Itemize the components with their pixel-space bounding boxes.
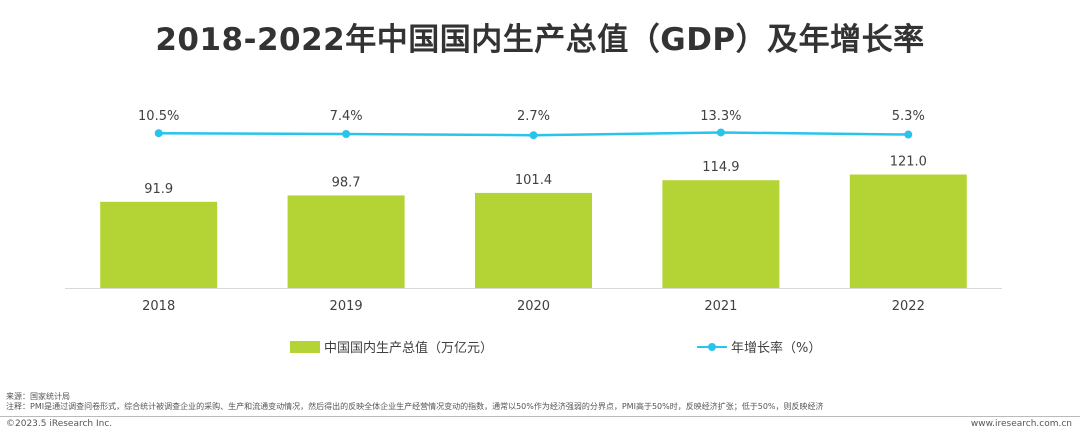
gdp-bar — [662, 180, 780, 288]
legend-bar-swatch — [290, 340, 320, 353]
x-tick-label: 2018 — [142, 299, 175, 314]
x-tick-label: 2022 — [892, 299, 925, 314]
growth-rate-point — [904, 130, 913, 139]
x-tick-label: 2019 — [330, 299, 363, 314]
source-text: 来源：国家统计局 — [6, 392, 70, 401]
growth-rate-point — [529, 131, 538, 140]
growth-rate-label: 2.7% — [517, 109, 550, 124]
growth-rate-label: 13.3% — [700, 109, 741, 124]
footer-divider — [0, 416, 1080, 417]
gdp-bar — [100, 201, 218, 288]
website-text: www.iresearch.com.cn — [970, 419, 1072, 429]
legend-line-swatch — [697, 341, 727, 353]
x-tick-label: 2020 — [517, 299, 550, 314]
bar-value-label: 101.4 — [515, 173, 552, 188]
gdp-chart: 91.9 2018 98.7 2019 101.4 2020 114.9 2021 121.0 2… — [65, 109, 1002, 314]
growth-rate-point — [716, 128, 725, 137]
growth-rate-point — [342, 129, 351, 138]
legend-item-gdp: 中国国内生产总值（万亿元） — [290, 337, 493, 356]
gdp-bar — [475, 192, 592, 288]
copyright-text: ©2023.5 iResearch Inc. — [6, 419, 113, 429]
growth-rate-label: 5.3% — [892, 109, 925, 124]
bar-value-label: 98.7 — [332, 175, 361, 190]
gdp-bar — [287, 195, 405, 288]
x-tick-label: 2021 — [704, 299, 737, 314]
growth-rate-label: 7.4% — [330, 109, 363, 124]
notes-block: 来源：国家统计局 注释：PMI是通过调查问卷形式，综合统计被调查企业的采购、生产… — [6, 392, 824, 412]
bar-value-label: 121.0 — [890, 155, 927, 170]
bar-value-label: 114.9 — [702, 160, 739, 175]
legend-item-growth: 年增长率（%） — [697, 337, 821, 356]
growth-rate-point — [154, 129, 163, 138]
legend-growth-label: 年增长率（%） — [731, 341, 822, 356]
note-text: 注释：PMI是通过调查问卷形式，综合统计被调查企业的采购、生产和流通变动情况，然… — [6, 402, 824, 411]
bar-value-label: 91.9 — [144, 182, 173, 197]
chart-title: 2018-2022年中国国内生产总值（GDP）及年增长率 — [155, 22, 925, 58]
growth-rate-label: 10.5% — [138, 109, 179, 124]
legend-gdp-label: 中国国内生产总值（万亿元） — [324, 341, 494, 356]
gdp-bar — [849, 174, 967, 288]
